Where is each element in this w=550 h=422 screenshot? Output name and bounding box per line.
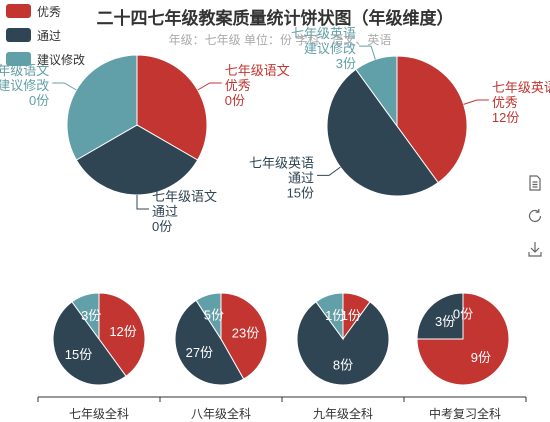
toolbox bbox=[526, 174, 546, 273]
chart-title: 二十四七年级教案质量统计饼状图（年级维度） bbox=[96, 9, 454, 28]
big-pie-0-label-0-line-1: 优秀 bbox=[225, 78, 251, 93]
big-pie-0-leader-2 bbox=[52, 82, 77, 91]
category-label-grade8: 八年级全科 bbox=[190, 407, 251, 421]
data-view-icon[interactable] bbox=[526, 174, 544, 192]
small-pie-2-value-1: 8份 bbox=[333, 357, 353, 372]
big-pie-0-label-1-line-1: 通过 bbox=[152, 204, 178, 219]
small-pie-2-slice-1 bbox=[296, 301, 390, 386]
small-pie-3-slice-1 bbox=[416, 292, 464, 340]
big-pie-0-label-2-line-1: 建议修改 bbox=[0, 78, 49, 93]
small-pie-1-value-0: 23份 bbox=[232, 326, 259, 341]
small-pie-2-value-2: 1份 bbox=[325, 308, 345, 323]
small-pie-2-slice-2 bbox=[315, 292, 344, 341]
small-pie-0-slice-0 bbox=[98, 292, 146, 377]
legend-swatch-revise bbox=[6, 52, 31, 66]
big-pie-0-label-2-line-0: 七年级语文 bbox=[0, 63, 49, 78]
big-pie-1-slice-2 bbox=[355, 55, 398, 128]
legend-label-pass: 通过 bbox=[37, 28, 62, 43]
small-pie-0-slice-2 bbox=[71, 292, 100, 341]
big-pie-1-label-2-line-1: 建议修改 bbox=[304, 41, 356, 56]
big-pie-0-label-2-line-2: 0份 bbox=[29, 93, 49, 108]
category-label-grade9: 九年级全科 bbox=[312, 407, 373, 421]
small-pie-1-slice-0 bbox=[220, 292, 268, 380]
big-pie-1-label-0-line-2: 12份 bbox=[492, 110, 519, 125]
big-pie-1-label-1-line-0: 七年级英语 bbox=[249, 155, 314, 170]
big-pie-0-label-1-line-2: 0份 bbox=[152, 219, 172, 234]
small-pie-3-value-1: 3份 bbox=[435, 314, 455, 329]
legend-swatch-pass bbox=[6, 28, 31, 42]
small-pie-3-value-0: 9份 bbox=[471, 350, 491, 365]
small-pie-1-slice-2 bbox=[195, 292, 222, 341]
category-label-grade7: 七年级全科 bbox=[68, 407, 129, 421]
big-pie-0-label-0-line-0: 七年级语文 bbox=[225, 63, 290, 78]
legend-label-excellent: 优秀 bbox=[37, 4, 62, 19]
small-pie-1-slice-1 bbox=[174, 299, 245, 386]
small-pie-1-value-1: 27份 bbox=[186, 345, 213, 360]
big-pie-1-label-1-line-2: 15份 bbox=[287, 185, 314, 200]
legend-item-excellent[interactable]: 优秀 bbox=[6, 4, 85, 19]
save-image-icon[interactable] bbox=[526, 240, 544, 258]
big-pie-1-leader-1 bbox=[317, 166, 341, 176]
legend-label-revise: 建议修改 bbox=[37, 52, 86, 67]
legend-item-revise[interactable]: 建议修改 bbox=[6, 52, 86, 67]
big-pie-0-label-1-line-0: 七年级语文 bbox=[152, 189, 217, 204]
small-pie-0-value-0: 12份 bbox=[109, 324, 136, 339]
legend-item-pass[interactable]: 通过 bbox=[6, 28, 85, 43]
legend: 优秀 通过 建议修改 bbox=[6, 4, 85, 76]
big-pie-1-label-2-line-0: 七年级英语 bbox=[291, 26, 356, 41]
big-pie-1-slice-1 bbox=[326, 68, 439, 197]
big-pie-0-leader-1 bbox=[136, 195, 149, 210]
small-pie-0-slice-1 bbox=[52, 301, 127, 386]
restore-icon[interactable] bbox=[526, 207, 544, 225]
big-pie-1-label-0-line-1: 优秀 bbox=[492, 95, 518, 110]
small-pie-1-value-2: 5份 bbox=[204, 308, 224, 323]
big-pie-0-label-0-line-2: 0份 bbox=[225, 93, 245, 108]
big-pie-0-leader-0 bbox=[197, 82, 222, 91]
small-pie-3-value-2: 0份 bbox=[453, 307, 473, 322]
chart-subtitle: 年级：七年级 单位：份 学科：语文、英语 bbox=[168, 33, 392, 47]
big-pie-1-leader-2 bbox=[359, 45, 376, 60]
big-pie-1-label-1-line-1: 通过 bbox=[288, 170, 314, 185]
big-pie-1-label-2-line-2: 3份 bbox=[336, 56, 356, 71]
big-pie-1-label-0-line-0: 七年级英语 bbox=[492, 80, 550, 95]
category-label-review: 中考复习全科 bbox=[428, 407, 501, 421]
big-pie-1-leader-0 bbox=[463, 99, 489, 105]
legend-swatch-excellent bbox=[6, 4, 31, 18]
big-pie-1-slice-0 bbox=[396, 55, 468, 184]
small-pie-0-value-1: 15份 bbox=[65, 347, 92, 362]
small-pie-0-value-2: 3份 bbox=[81, 308, 101, 323]
small-pie-2-value-0: 1份 bbox=[341, 308, 361, 323]
